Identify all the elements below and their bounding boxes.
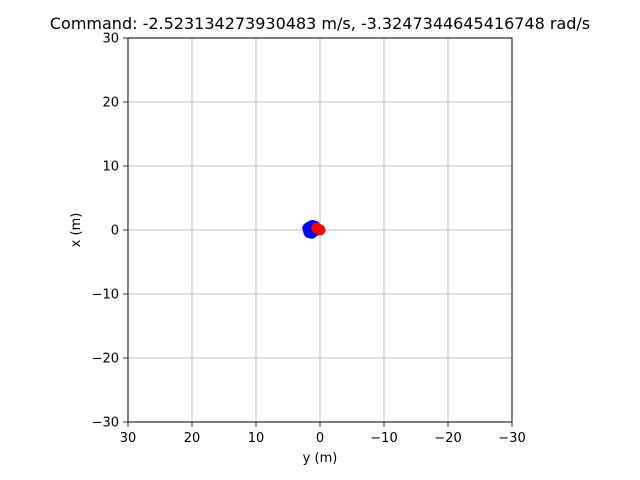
x-axis-label: y (m) (303, 451, 338, 466)
x-tick-label: 30 (120, 431, 137, 446)
x-tick-label: 10 (248, 431, 265, 446)
y-tick-label: 20 (102, 96, 119, 111)
x-tick-label: −20 (434, 431, 461, 446)
x-tick-label: 0 (316, 431, 324, 446)
y-axis-label: x (m) (69, 213, 84, 248)
axis-ticks: 30 20 10 0 −10 −20 −30 −30 −20 −10 0 10 20 30 (92, 32, 526, 447)
x-tick-label: −30 (498, 431, 525, 446)
scatter-point (311, 222, 323, 234)
y-tick-label: 10 (102, 160, 119, 175)
y-tick-label: −30 (92, 416, 119, 431)
y-tick-label: 30 (102, 32, 119, 47)
y-tick-label: −20 (92, 352, 119, 367)
x-tick-label: −10 (370, 431, 397, 446)
chart-title: Command: -2.523134273930483 m/s, -3.3247… (50, 14, 590, 33)
y-tick-label: 0 (111, 224, 119, 239)
y-tick-label: −10 (92, 288, 119, 303)
x-tick-label: 20 (184, 431, 201, 446)
data-marks (302, 220, 326, 239)
